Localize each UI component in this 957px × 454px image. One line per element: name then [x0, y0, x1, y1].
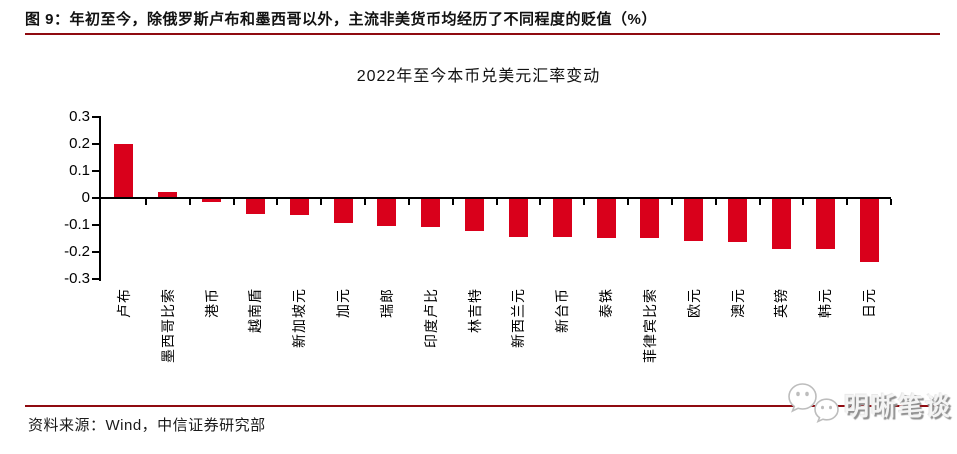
bar	[508, 199, 528, 237]
bar	[333, 199, 353, 224]
x-axis-tick	[583, 199, 586, 205]
x-category-label: 澳元	[716, 286, 760, 411]
bar	[465, 199, 485, 232]
watermark-text: 明晰笔谈	[844, 393, 953, 421]
x-category-label-text: 澳元	[729, 288, 746, 318]
x-category-label: 林吉特	[453, 286, 497, 411]
y-axis-tick	[92, 143, 100, 145]
footer-divider-rule	[25, 405, 940, 407]
bar	[640, 199, 660, 239]
x-category-label-text: 加元	[335, 288, 352, 318]
x-axis-tick	[627, 199, 629, 205]
y-tick-label: 0	[81, 189, 90, 206]
x-category-label: 新台币	[540, 286, 584, 411]
x-category-label-text: 林吉特	[466, 288, 483, 333]
x-category-label-text: 新台币	[554, 288, 571, 333]
bar	[684, 199, 704, 241]
x-category-label-text: 新加坡元	[291, 288, 308, 348]
x-axis-tick	[539, 199, 542, 205]
x-category-label-text: 墨西哥比索	[159, 288, 176, 363]
x-axis-tick	[802, 199, 805, 205]
x-axis-tick	[846, 199, 849, 205]
x-axis-tick	[758, 199, 761, 205]
figure-caption: 图 9：年初至今，除俄罗斯卢布和墨西哥以外，主流非美货币均经历了不同程度的贬值（…	[25, 11, 657, 28]
x-axis-tick	[714, 199, 717, 205]
x-category-label: 瑞郎	[365, 286, 409, 411]
bar	[815, 199, 835, 249]
x-category-label: 欧元	[672, 286, 716, 411]
x-axis-tick	[364, 199, 366, 205]
x-axis-line	[99, 197, 891, 199]
x-axis-tick	[320, 199, 323, 205]
bar	[421, 199, 441, 228]
x-category-label-text: 欧元	[685, 288, 702, 318]
x-category-label: 泰铢	[584, 286, 628, 411]
y-axis-tick	[92, 278, 100, 280]
y-tick-label: 0.2	[69, 135, 90, 152]
x-category-label-text: 英镑	[773, 288, 790, 318]
x-category-label-text: 韩元	[817, 288, 834, 318]
x-category-label-text: 港币	[203, 288, 220, 318]
x-category-label: 印度卢比	[409, 286, 453, 411]
x-category-label-text: 菲律宾比索	[641, 288, 658, 363]
y-tick-label: -0.1	[64, 216, 90, 233]
x-axis-tick	[144, 199, 147, 205]
bar	[158, 191, 178, 197]
x-axis-tick	[276, 199, 279, 205]
bar	[728, 199, 748, 243]
bar	[771, 199, 791, 249]
caption-divider-rule	[25, 33, 940, 35]
x-category-label: 新加坡元	[277, 286, 321, 411]
x-category-label-text: 新西兰元	[510, 288, 527, 348]
x-category-label: 新西兰元	[497, 286, 541, 411]
bar	[245, 199, 265, 214]
y-tick-label: 0.1	[69, 162, 90, 179]
wechat-watermark: 明晰笔谈	[786, 380, 951, 430]
x-category-label: 越南盾	[234, 286, 278, 411]
y-axis-tick	[92, 170, 100, 172]
x-axis-tick	[232, 199, 235, 205]
x-category-label-text: 越南盾	[247, 288, 264, 333]
x-category-label-text: 瑞郎	[378, 288, 395, 318]
y-tick-label: 0.3	[69, 108, 90, 125]
x-category-label: 港币	[190, 286, 234, 411]
x-axis-tick	[890, 199, 892, 205]
y-axis-tick	[92, 197, 100, 199]
bar	[289, 199, 309, 216]
x-axis-tick	[451, 199, 454, 205]
bar	[596, 199, 616, 239]
x-category-label-text: 卢布	[115, 288, 132, 318]
chart-title: 2022年至今本币兑美元汇率变动	[356, 68, 601, 85]
bar	[859, 199, 879, 263]
x-category-label-text: 印度卢比	[422, 288, 439, 348]
x-category-label: 菲律宾比索	[628, 286, 672, 411]
y-tick-label: -0.3	[64, 270, 90, 287]
x-category-label-text: 日元	[861, 288, 878, 318]
x-category-label: 加元	[321, 286, 365, 411]
y-axis-tick	[92, 251, 100, 253]
source-note: 资料来源：Wind，中信证券研究部	[28, 417, 266, 434]
x-category-label-text: 泰铢	[598, 288, 615, 318]
bar	[552, 199, 572, 237]
y-axis-tick	[92, 116, 100, 118]
x-category-label: 卢布	[102, 286, 146, 411]
bar	[377, 199, 397, 226]
y-axis-tick	[92, 224, 100, 226]
bar	[202, 199, 222, 202]
y-tick-label: -0.2	[64, 243, 90, 260]
x-axis-tick	[407, 199, 410, 205]
x-axis-tick	[670, 199, 673, 205]
x-category-label: 墨西哥比索	[146, 286, 190, 411]
wechat-icon	[788, 383, 839, 424]
bar	[114, 144, 134, 197]
x-axis-tick	[188, 199, 191, 205]
x-axis-tick	[495, 199, 498, 205]
